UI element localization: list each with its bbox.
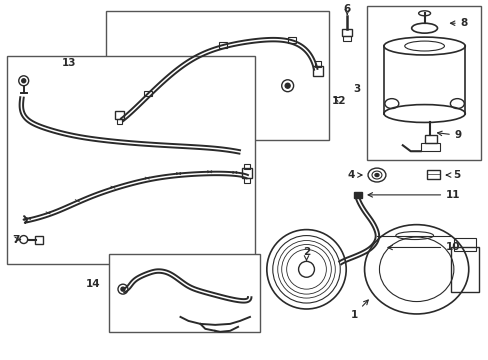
Bar — [35, 235, 42, 243]
Bar — [343, 36, 350, 41]
Bar — [219, 42, 226, 48]
Bar — [115, 111, 123, 120]
Text: 13: 13 — [62, 58, 77, 68]
Bar — [106, 11, 328, 140]
Bar — [342, 29, 351, 36]
Bar — [144, 90, 152, 96]
Bar — [453, 238, 475, 251]
Text: 12: 12 — [331, 96, 346, 105]
Text: 7: 7 — [12, 234, 20, 244]
Bar — [315, 61, 321, 67]
Circle shape — [121, 287, 124, 291]
Bar — [287, 37, 295, 43]
Text: 6: 6 — [343, 4, 350, 14]
Text: 2: 2 — [302, 247, 309, 261]
Text: 5: 5 — [446, 170, 459, 180]
Bar — [313, 66, 323, 76]
Text: 10: 10 — [387, 243, 460, 252]
Bar — [242, 168, 251, 178]
Circle shape — [21, 79, 26, 83]
Text: 3: 3 — [353, 84, 360, 94]
Bar — [244, 178, 249, 183]
Bar — [109, 255, 259, 332]
Text: 9: 9 — [437, 130, 461, 140]
Bar — [426, 170, 440, 179]
Bar — [420, 143, 440, 151]
Text: 14: 14 — [86, 279, 100, 289]
Bar — [353, 192, 361, 198]
Bar — [450, 247, 478, 292]
Bar — [366, 6, 480, 160]
Bar — [117, 120, 122, 125]
Text: 1: 1 — [350, 300, 367, 320]
Text: 8: 8 — [449, 18, 467, 28]
Bar — [424, 135, 436, 143]
Bar — [244, 164, 249, 169]
Bar — [7, 56, 254, 264]
Circle shape — [285, 83, 289, 88]
Ellipse shape — [374, 174, 378, 176]
Text: 11: 11 — [367, 190, 460, 200]
Text: 4: 4 — [347, 170, 361, 180]
